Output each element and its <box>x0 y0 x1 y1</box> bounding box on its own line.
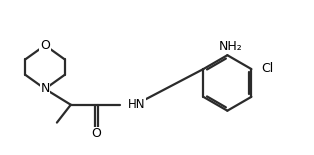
Text: NH₂: NH₂ <box>219 40 242 53</box>
Text: Cl: Cl <box>261 62 273 75</box>
Text: N: N <box>40 82 50 95</box>
Text: O: O <box>40 39 50 52</box>
Text: O: O <box>92 128 101 140</box>
Text: HN: HN <box>128 98 145 111</box>
